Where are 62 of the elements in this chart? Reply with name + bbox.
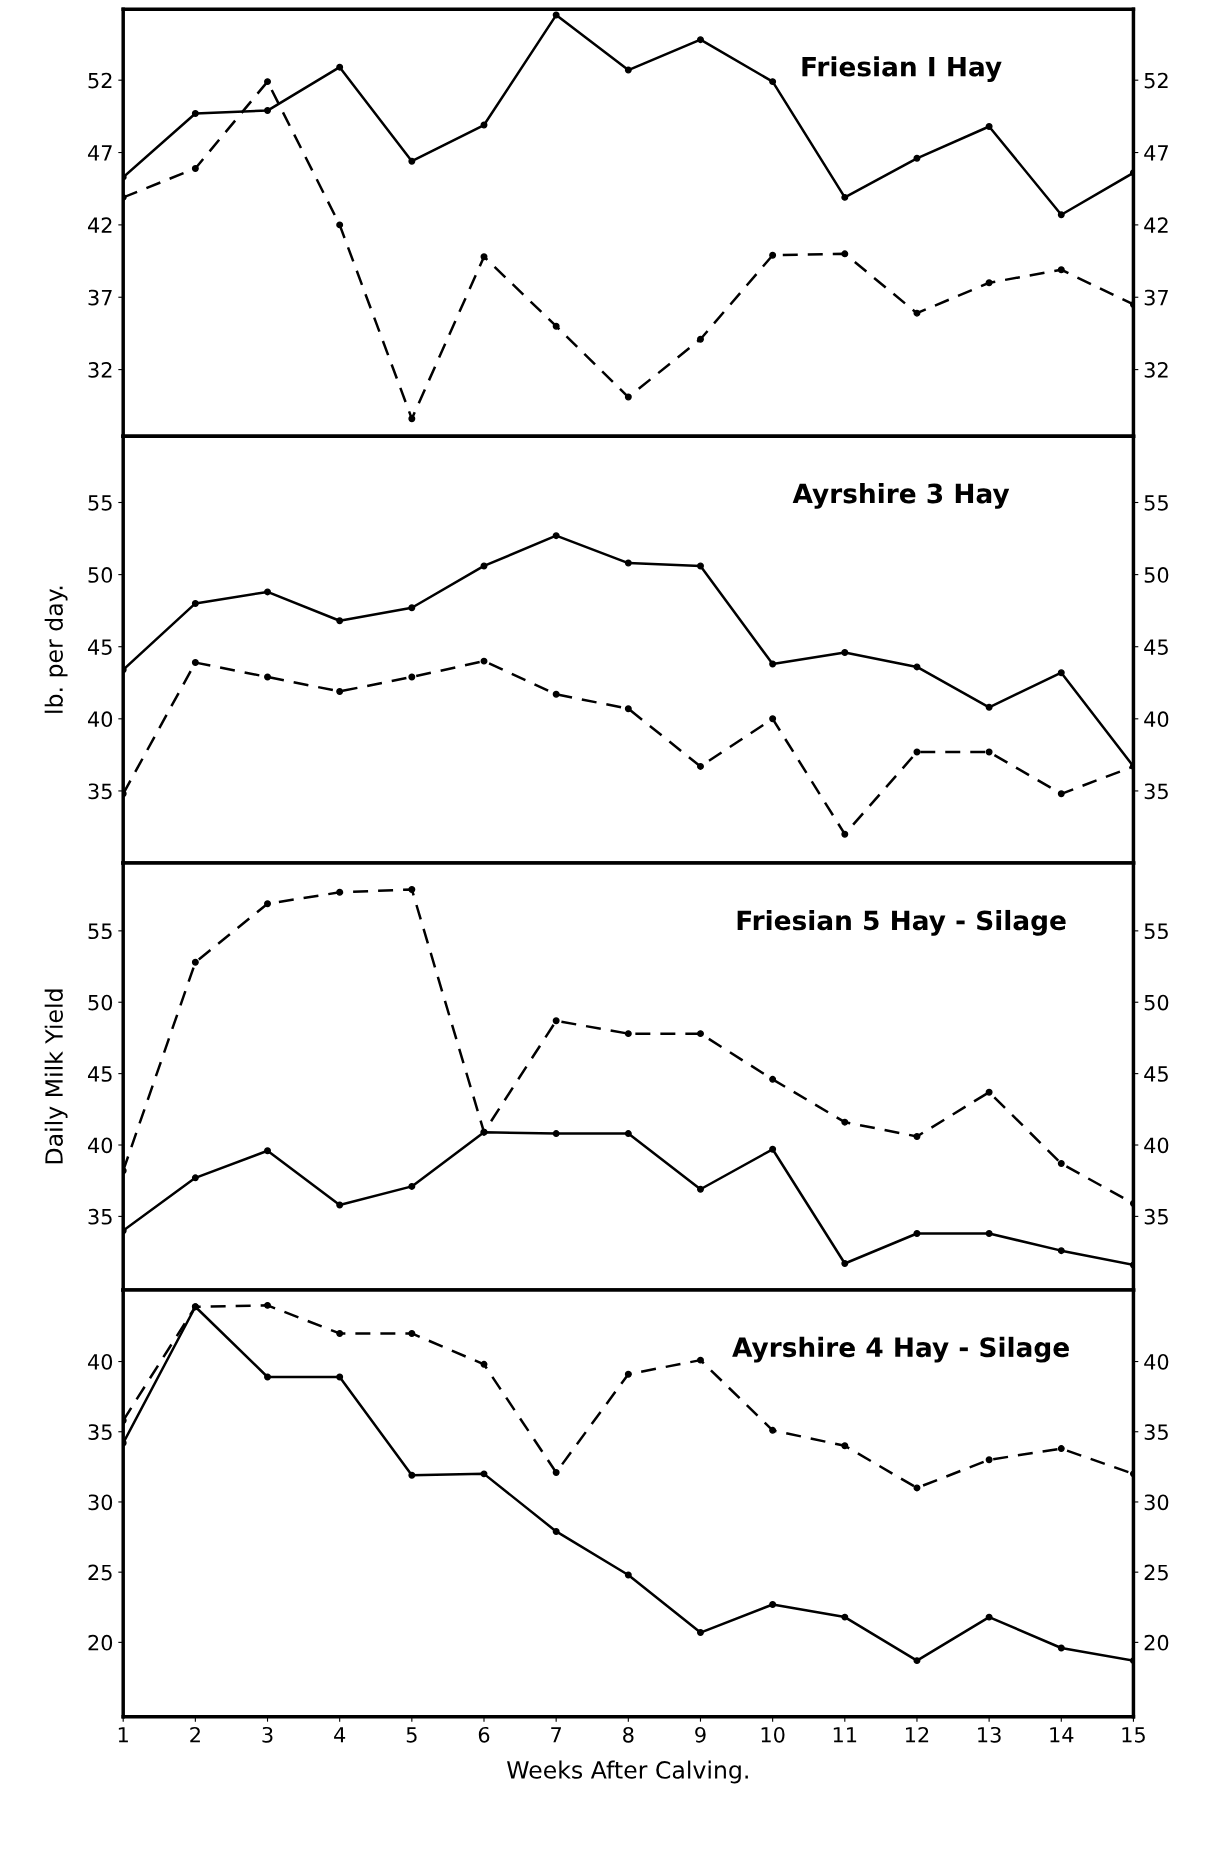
y-tick-label: 35 bbox=[88, 1208, 112, 1225]
y-tick-label: 50 bbox=[88, 567, 113, 583]
x-tick-label: 1 bbox=[118, 1727, 128, 1743]
y-tick-label: 32 bbox=[88, 362, 112, 378]
text: Friesian I Hay bbox=[802, 56, 1002, 82]
x-tick-label: 9 bbox=[695, 1726, 706, 1743]
y2-tick-label: 55 bbox=[1144, 923, 1168, 940]
y2-tick-label: 35 bbox=[1144, 783, 1168, 800]
y-axis-title: lb. per day. bbox=[44, 586, 68, 713]
y2-tick-label: 20 bbox=[1144, 1634, 1169, 1651]
x-tick-label: 3 bbox=[262, 1726, 273, 1743]
y2-tick-label: 35 bbox=[1144, 1424, 1168, 1440]
y-tick-label: 37 bbox=[88, 289, 112, 306]
y2-tick-label: 40 bbox=[1144, 1353, 1169, 1370]
x-tick-label: 12 bbox=[905, 1726, 929, 1743]
y-tick-label: 55 bbox=[88, 923, 112, 940]
y2-tick-label: 25 bbox=[1144, 1564, 1168, 1581]
text: Ayrshire 4 Hay - Silage bbox=[732, 1336, 1069, 1363]
y2-tick-label: 40 bbox=[1144, 1137, 1169, 1154]
y2-tick-label: 32 bbox=[1144, 362, 1168, 378]
x-tick-label: 2 bbox=[190, 1726, 200, 1743]
x-tick-label: 7 bbox=[551, 1727, 562, 1743]
y2-tick-label: 55 bbox=[1144, 495, 1168, 511]
y2-tick-label: 50 bbox=[1144, 567, 1169, 583]
y-tick-label: 55 bbox=[88, 495, 112, 511]
x-tick-label: 8 bbox=[623, 1726, 634, 1743]
y-tick-label: 45 bbox=[87, 1066, 112, 1082]
y2-tick-label: 42 bbox=[1144, 217, 1168, 233]
x-tick-label: 11 bbox=[833, 1727, 857, 1743]
y-tick-label: 40 bbox=[87, 711, 113, 728]
y-tick-label: 47 bbox=[87, 145, 112, 161]
x-axis-title: Weeks After Calving. bbox=[507, 1760, 748, 1784]
y-axis-title: Daily Milk Yield bbox=[44, 989, 68, 1164]
x-tick-label: 15 bbox=[1122, 1727, 1145, 1743]
y-tick-label: 50 bbox=[88, 994, 113, 1011]
y-tick-label: 20 bbox=[88, 1634, 113, 1651]
y-tick-label: 42 bbox=[87, 217, 112, 233]
y2-tick-label: 35 bbox=[1144, 1208, 1168, 1225]
y2-tick-label: 40 bbox=[1144, 711, 1169, 728]
y2-tick-label: 45 bbox=[1144, 639, 1168, 655]
y-tick-label: 40 bbox=[87, 1353, 113, 1370]
x-tick-label: 13 bbox=[978, 1726, 1001, 1743]
y2-tick-label: 30 bbox=[1144, 1494, 1169, 1511]
y-tick-label: 35 bbox=[88, 783, 112, 800]
x-tick-label: 5 bbox=[406, 1727, 417, 1743]
y2-tick-label: 37 bbox=[1144, 289, 1168, 306]
text: Ayrshire 3 Hay bbox=[792, 483, 1010, 509]
y-tick-label: 25 bbox=[88, 1564, 112, 1581]
x-tick-label: 10 bbox=[761, 1726, 785, 1743]
x-tick-label: 14 bbox=[1050, 1727, 1074, 1743]
y2-tick-label: 47 bbox=[1144, 145, 1168, 161]
y-tick-label: 40 bbox=[87, 1137, 113, 1154]
x-tick-label: 4 bbox=[334, 1727, 346, 1743]
y2-tick-label: 45 bbox=[1144, 1066, 1168, 1082]
y2-tick-label: 52 bbox=[1144, 72, 1168, 89]
y-tick-label: 45 bbox=[87, 639, 112, 655]
text: Friesian 5 Hay - Silage bbox=[737, 909, 1066, 936]
y-tick-label: 30 bbox=[88, 1494, 113, 1511]
y2-tick-label: 50 bbox=[1144, 994, 1169, 1011]
y-tick-label: 52 bbox=[88, 72, 112, 89]
x-tick-label: 6 bbox=[478, 1726, 490, 1743]
y-tick-label: 35 bbox=[88, 1424, 112, 1440]
